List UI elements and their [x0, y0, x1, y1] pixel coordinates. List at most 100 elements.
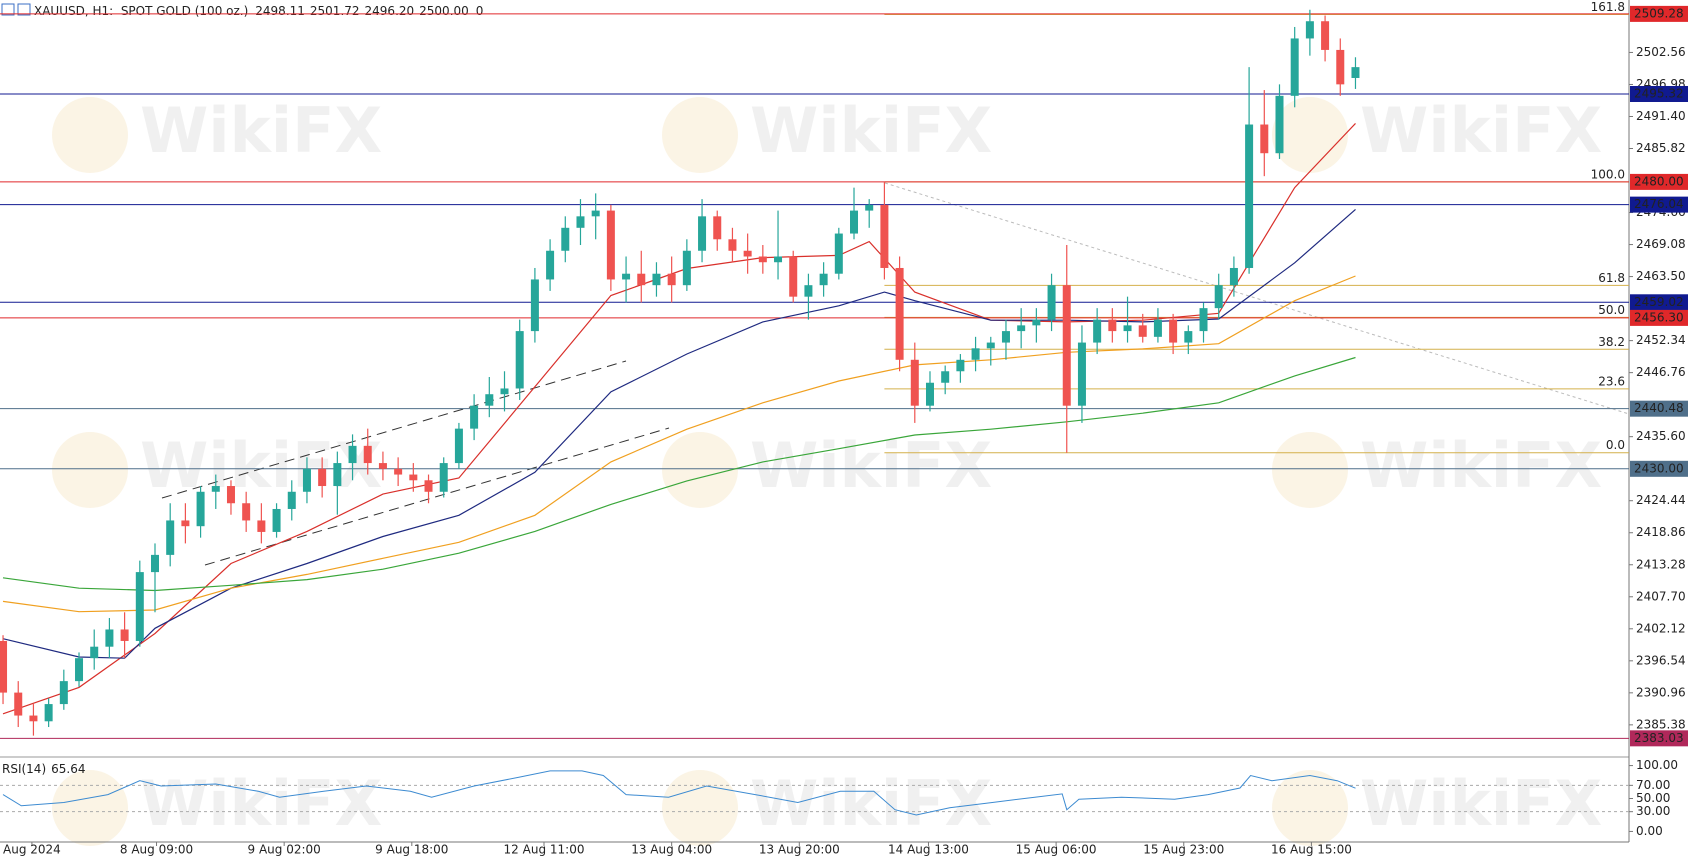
candle-body: [865, 204, 874, 211]
watermark: WikiFX: [750, 94, 992, 167]
moving-average: [2, 275, 1356, 613]
candle-body: [591, 210, 600, 217]
candle-body: [44, 704, 53, 722]
candle-body: [181, 520, 190, 527]
y-tick-label: 2390.96: [1636, 685, 1686, 699]
watermark-logo: [662, 432, 738, 508]
candle-body: [348, 445, 357, 464]
watermark: WikiFX: [140, 767, 382, 840]
candle-body: [1017, 325, 1026, 332]
candle-body: [698, 216, 707, 251]
symbol: XAUUSD, H1: SPOT GOLD (100 oz.): [34, 4, 248, 18]
watermark: WikiFX: [1360, 767, 1602, 840]
level-label: 2440.48: [1634, 401, 1684, 415]
candle-body: [211, 486, 220, 492]
candle-body: [1077, 342, 1086, 406]
candle-body: [439, 463, 448, 492]
watermark: WikiFX: [750, 767, 992, 840]
x-tick-label: 9 Aug 02:00: [248, 843, 321, 857]
candle-body: [1214, 285, 1223, 309]
y-tick-label: 2463.50: [1636, 269, 1686, 283]
y-tick-label: 2502.56: [1636, 45, 1686, 59]
candle-body: [834, 233, 843, 274]
candle-body: [454, 428, 463, 464]
candle-body: [546, 250, 555, 280]
volume-label: 0: [476, 4, 484, 18]
level-box: [1630, 173, 1688, 190]
level-label: 2430.00: [1634, 461, 1684, 475]
candle-body: [1108, 319, 1117, 332]
level-label: 2495.32: [1634, 86, 1684, 100]
candle-body: [743, 250, 752, 257]
candle-body: [1305, 21, 1314, 39]
candle-body: [196, 491, 205, 527]
header-icon: [17, 3, 31, 16]
fib-label: 38.2: [1598, 335, 1625, 349]
candle-body: [29, 715, 38, 722]
candle-body: [986, 342, 995, 349]
level-label: 2480.00: [1634, 174, 1684, 188]
candle-body: [318, 468, 327, 487]
candle-body: [561, 227, 570, 251]
candle-body: [363, 445, 372, 464]
moving-average: [2, 122, 1356, 715]
y-tick-label: 2418.86: [1636, 525, 1686, 539]
x-tick-label: 9 Aug 18:00: [375, 843, 448, 857]
y-tick-label: 2424.44: [1636, 493, 1686, 507]
candle-body: [1336, 49, 1345, 85]
y-tick-label: 2491.40: [1636, 109, 1686, 123]
candle-body: [682, 250, 691, 286]
x-tick-label: Aug 2024: [3, 843, 61, 857]
rsi-tick-label: 70.00: [1636, 778, 1670, 792]
candle-body: [622, 273, 631, 280]
y-tick-label: 2413.28: [1636, 557, 1686, 571]
rsi-tick-label: 100.00: [1636, 758, 1678, 772]
candle-body: [637, 273, 646, 286]
watermark: WikiFX: [1360, 94, 1602, 167]
candle-body: [1260, 124, 1269, 154]
candle-body: [910, 359, 919, 406]
fib-label: 100.0: [1591, 167, 1625, 181]
candle-body: [941, 371, 950, 383]
y-tick-label: 2402.12: [1636, 621, 1686, 635]
y-tick-label: 2446.76: [1636, 365, 1686, 379]
candle-body: [287, 491, 296, 509]
candle-body: [150, 554, 159, 573]
candle-body: [120, 629, 129, 641]
x-tick-label: 12 Aug 11:00: [504, 843, 585, 857]
candle-body: [1153, 319, 1162, 337]
candle-body: [1275, 95, 1284, 154]
x-tick-label: 13 Aug 04:00: [631, 843, 712, 857]
candle-body: [14, 692, 23, 716]
candle-body: [394, 468, 403, 475]
candle-body: [378, 463, 387, 469]
x-tick-label: 14 Aug 13:00: [888, 843, 969, 857]
close-label: 2500.00: [419, 4, 469, 18]
low-label: 2496.20: [365, 4, 415, 18]
y-tick-label: 2385.38: [1636, 717, 1686, 731]
candle-body: [576, 216, 585, 228]
candle-body: [75, 658, 84, 682]
high-label: 2501.72: [310, 4, 360, 18]
candle-body: [728, 239, 737, 251]
candle-body: [1169, 319, 1178, 343]
candle-body: [1229, 267, 1238, 286]
level-box: [1630, 400, 1688, 417]
candle-body: [0, 640, 8, 693]
candle-body: [166, 520, 175, 555]
fib-label: 61.8: [1598, 271, 1625, 285]
candle-body: [804, 285, 813, 297]
candle-body: [1321, 21, 1330, 50]
watermark-logo: [1272, 770, 1348, 846]
candle-body: [409, 474, 418, 481]
candle-body: [956, 359, 965, 372]
x-tick-label: 15 Aug 06:00: [1016, 843, 1097, 857]
candle-body: [1290, 38, 1299, 96]
header-icon: [1, 3, 15, 16]
candle-body: [850, 210, 859, 234]
level-label: 2456.30: [1634, 310, 1684, 324]
candle-body: [1184, 331, 1193, 343]
level-box: [1630, 5, 1688, 22]
